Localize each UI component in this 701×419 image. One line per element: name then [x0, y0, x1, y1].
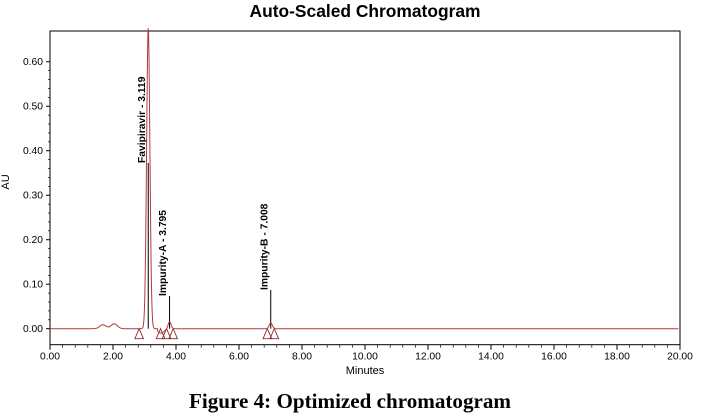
svg-text:AU: AU — [0, 174, 12, 189]
svg-text:0.20: 0.20 — [23, 235, 43, 246]
svg-text:16.00: 16.00 — [541, 352, 567, 363]
svg-text:8.00: 8.00 — [292, 352, 312, 363]
svg-text:6.00: 6.00 — [229, 352, 249, 363]
svg-text:Impurity-A - 3.795: Impurity-A - 3.795 — [158, 210, 169, 296]
svg-text:Auto-Scaled Chromatogram: Auto-Scaled Chromatogram — [250, 1, 481, 21]
svg-text:0.10: 0.10 — [23, 280, 43, 291]
svg-text:4.00: 4.00 — [166, 352, 186, 363]
svg-text:2.00: 2.00 — [103, 352, 123, 363]
svg-text:Impurity-B - 7.008: Impurity-B - 7.008 — [259, 203, 270, 290]
svg-text:12.00: 12.00 — [415, 352, 441, 363]
svg-text:14.00: 14.00 — [478, 352, 504, 363]
svg-text:18.00: 18.00 — [604, 352, 630, 363]
svg-text:0.60: 0.60 — [23, 57, 43, 68]
svg-text:0.30: 0.30 — [23, 191, 43, 202]
svg-text:Figure 4: Optimized chromatogr: Figure 4: Optimized chromatogram — [189, 389, 511, 413]
svg-text:0.50: 0.50 — [23, 102, 43, 113]
svg-text:0.00: 0.00 — [23, 324, 43, 335]
svg-text:20.00: 20.00 — [667, 352, 693, 363]
svg-text:0.00: 0.00 — [40, 352, 60, 363]
svg-text:10.00: 10.00 — [352, 352, 378, 363]
svg-text:0.40: 0.40 — [23, 146, 43, 157]
svg-text:Minutes: Minutes — [346, 365, 385, 377]
